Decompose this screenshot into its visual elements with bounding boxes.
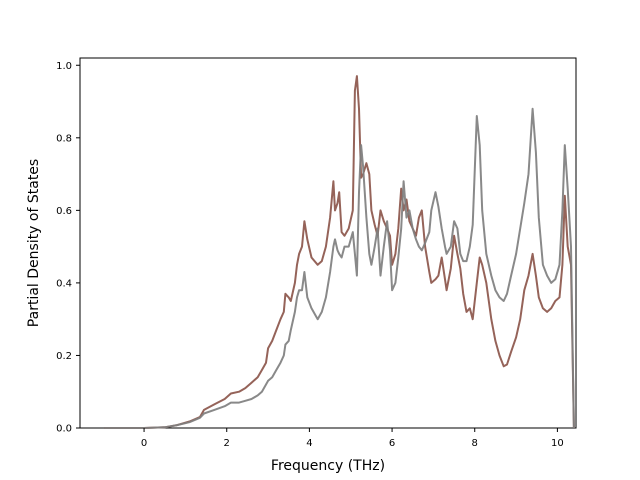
x-tick-label: 2: [224, 438, 230, 449]
y-axis-label: Partial Density of States: [26, 159, 42, 327]
x-tick-label: 6: [389, 438, 395, 449]
y-tick-label: 1.0: [56, 61, 72, 72]
x-tick-label: 8: [472, 438, 478, 449]
x-axis-ticks: 0 2 4 6 8 10: [141, 428, 564, 449]
y-tick-label: 0.2: [56, 351, 72, 362]
y-tick-label: 0.4: [56, 278, 72, 289]
x-axis-label: Frequency (THz): [271, 458, 385, 474]
y-tick-label: 0.6: [56, 206, 72, 217]
x-tick-label: 4: [306, 438, 312, 449]
y-axis-ticks: 0.0 0.2 0.4 0.6 0.8 1.0: [56, 61, 80, 435]
series-line-2: [104, 107, 575, 429]
plot-area-frame: [79, 57, 577, 429]
series-layer: [104, 75, 575, 429]
y-tick-label: 0.8: [56, 133, 72, 144]
y-tick-label: 0.0: [56, 424, 72, 435]
x-tick-label: 0: [141, 438, 147, 449]
x-tick-label: 10: [551, 438, 564, 449]
